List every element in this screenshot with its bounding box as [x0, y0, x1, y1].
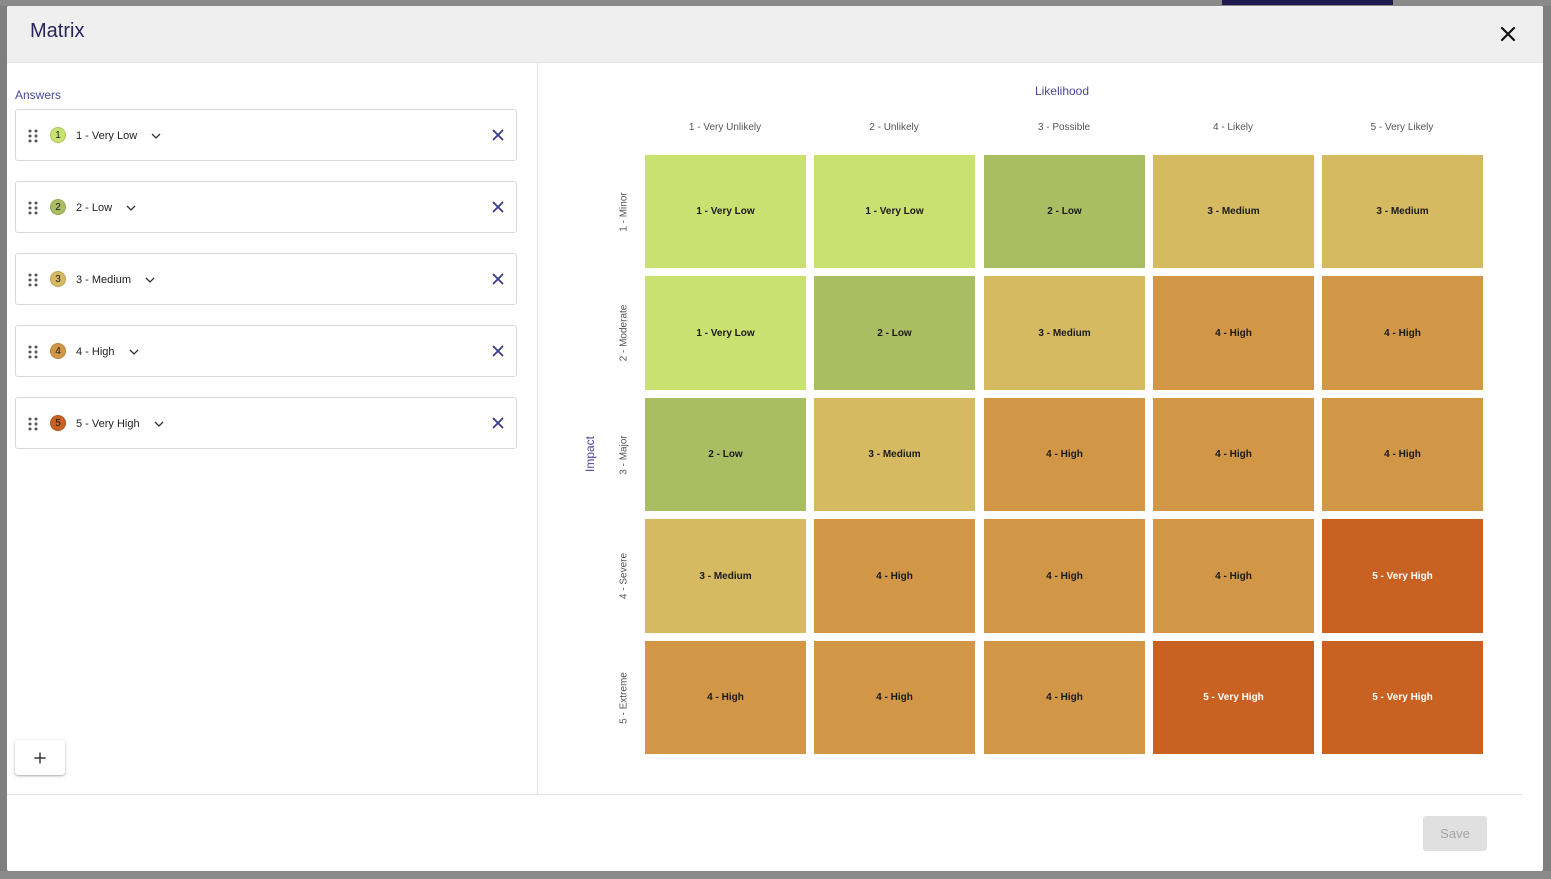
matrix-cell[interactable]: 3 - Medium	[1153, 155, 1314, 268]
likelihood-column-header: 3 - Possible	[1037, 122, 1091, 133]
answer-label: 1 - Very Low	[76, 130, 138, 142]
close-icon	[492, 417, 504, 429]
close-icon	[492, 345, 504, 357]
impact-row-header: 2 - Moderate	[618, 304, 630, 362]
modal-header: Matrix	[7, 6, 1543, 63]
add-answer-button[interactable]	[15, 740, 65, 775]
matrix-cell[interactable]: 4 - High	[814, 641, 975, 754]
answer-label: 2 - Low	[76, 202, 113, 214]
matrix-cell[interactable]: 4 - High	[1322, 276, 1483, 390]
matrix-cell[interactable]: 2 - Low	[814, 276, 975, 390]
likelihood-column-header: 1 - Very Unlikely	[688, 122, 762, 133]
matrix-cell[interactable]: 3 - Medium	[645, 519, 806, 633]
matrix-cell[interactable]: 3 - Medium	[814, 398, 975, 511]
matrix-cell[interactable]: 3 - Medium	[984, 276, 1145, 390]
footer-divider	[7, 794, 1523, 795]
remove-answer-button[interactable]	[490, 199, 506, 215]
answer-dropdown[interactable]: 2 - Low	[76, 198, 136, 218]
impact-axis-label: Impact	[583, 435, 597, 473]
matrix-cell[interactable]: 4 - High	[984, 398, 1145, 511]
matrix-cell[interactable]: 4 - High	[814, 519, 975, 633]
impact-row-header: 5 - Extreme	[618, 671, 630, 724]
level-badge: 3	[50, 271, 66, 287]
drag-handle-icon[interactable]	[28, 201, 38, 215]
remove-answer-button[interactable]	[490, 271, 506, 287]
chevron-down-icon	[129, 349, 139, 355]
answer-dropdown[interactable]: 3 - Medium	[76, 270, 155, 290]
answer-label: 4 - High	[76, 346, 115, 358]
impact-row-header: 1 - Minor	[618, 191, 630, 232]
matrix-cell[interactable]: 5 - Very High	[1322, 519, 1483, 633]
matrix-cell[interactable]: 4 - High	[984, 519, 1145, 633]
likelihood-column-header: 4 - Likely	[1212, 122, 1253, 133]
answer-row: 5 5 - Very High	[15, 397, 517, 449]
matrix-cell[interactable]: 2 - Low	[645, 398, 806, 511]
close-icon	[492, 273, 504, 285]
background-app-tab	[1222, 0, 1393, 5]
answer-row: 3 3 - Medium	[15, 253, 517, 305]
drag-handle-icon[interactable]	[28, 345, 38, 359]
matrix-cell[interactable]: 5 - Very High	[1322, 641, 1483, 754]
background-app	[0, 0, 1551, 6]
matrix-cell[interactable]: 5 - Very High	[1153, 641, 1314, 754]
answer-dropdown[interactable]: 1 - Very Low	[76, 126, 161, 146]
chevron-down-icon	[151, 133, 161, 139]
drag-handle-icon[interactable]	[28, 129, 38, 143]
answer-dropdown[interactable]: 5 - Very High	[76, 414, 164, 434]
matrix-cell[interactable]: 1 - Very Low	[645, 276, 806, 390]
background-app-bottom	[0, 871, 1551, 879]
likelihood-axis-label: Likelihood	[1034, 84, 1090, 98]
likelihood-column-header: 5 - Very Likely	[1370, 122, 1434, 133]
plus-icon	[34, 752, 46, 763]
matrix-cell[interactable]: 4 - High	[1322, 398, 1483, 511]
close-icon	[492, 129, 504, 141]
remove-answer-button[interactable]	[490, 415, 506, 431]
chevron-down-icon	[126, 205, 136, 211]
chevron-down-icon	[154, 421, 164, 427]
level-badge: 4	[50, 343, 66, 359]
matrix-cell[interactable]: 4 - High	[645, 641, 806, 754]
matrix-cell[interactable]: 1 - Very Low	[645, 155, 806, 268]
answer-label: 3 - Medium	[76, 274, 132, 286]
drag-handle-icon[interactable]	[28, 417, 38, 431]
level-badge: 5	[50, 415, 66, 431]
answers-label: Answers	[15, 88, 62, 102]
matrix-cell[interactable]: 1 - Very Low	[814, 155, 975, 268]
matrix-cell[interactable]: 2 - Low	[984, 155, 1145, 268]
impact-row-header: 3 - Major	[618, 434, 630, 475]
remove-answer-button[interactable]	[490, 127, 506, 143]
answer-dropdown[interactable]: 4 - High	[76, 342, 139, 362]
drag-handle-icon[interactable]	[28, 273, 38, 287]
level-badge: 1	[50, 127, 66, 143]
level-badge: 2	[50, 199, 66, 215]
modal-title: Matrix	[30, 20, 85, 42]
close-button[interactable]	[1495, 21, 1521, 47]
save-button[interactable]: Save	[1423, 816, 1487, 851]
answer-label: 5 - Very High	[76, 418, 140, 430]
impact-row-header: 4 - Severe	[618, 552, 630, 600]
close-icon	[492, 201, 504, 213]
matrix-cell[interactable]: 4 - High	[1153, 398, 1314, 511]
answer-row: 1 1 - Very Low	[15, 109, 517, 161]
remove-answer-button[interactable]	[490, 343, 506, 359]
matrix-cell[interactable]: 3 - Medium	[1322, 155, 1483, 268]
likelihood-column-header: 2 - Unlikely	[869, 122, 919, 133]
chevron-down-icon	[145, 277, 155, 283]
matrix-cell[interactable]: 4 - High	[1153, 519, 1314, 633]
answer-row: 4 4 - High	[15, 325, 517, 377]
close-icon	[1500, 26, 1516, 42]
answer-row: 2 2 - Low	[15, 181, 517, 233]
matrix-cell[interactable]: 4 - High	[1153, 276, 1314, 390]
answers-panel: Answers 1 1 - Very Low 2 2 - Low 3 3 - Medium…	[7, 63, 538, 794]
matrix-cell[interactable]: 4 - High	[984, 641, 1145, 754]
